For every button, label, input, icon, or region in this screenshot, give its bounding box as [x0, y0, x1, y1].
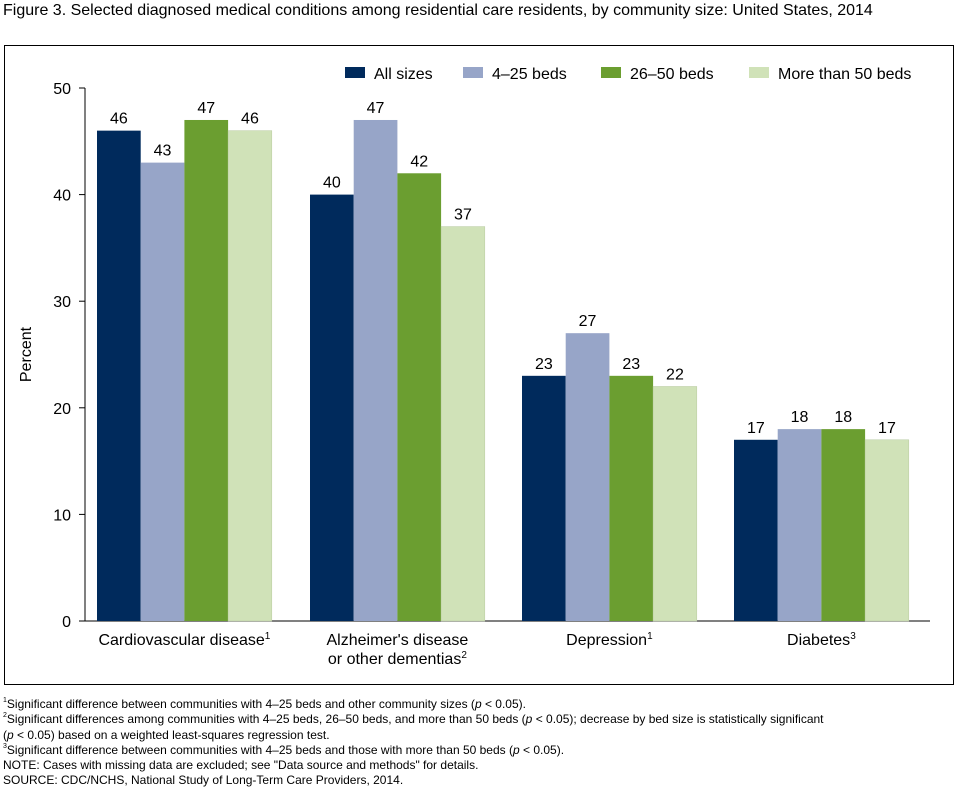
bar — [652, 386, 698, 622]
bar — [227, 130, 273, 622]
bar — [864, 439, 910, 622]
data-label: 37 — [454, 207, 472, 224]
data-label: 22 — [666, 366, 684, 383]
footnote-marker: 1 — [265, 631, 271, 642]
bar — [609, 375, 654, 621]
legend-label: All sizes — [374, 66, 433, 83]
legend-swatch — [345, 67, 365, 78]
category-label: Alzheimer's disease — [327, 632, 469, 649]
bar — [97, 130, 141, 621]
y-tick-label: 40 — [53, 188, 71, 205]
data-label: 17 — [747, 420, 765, 437]
y-tick-label: 0 — [62, 614, 71, 631]
y-tick-label: 10 — [53, 507, 71, 524]
data-label: 27 — [579, 313, 597, 330]
legend-label: 26–50 beds — [630, 66, 714, 83]
footnote: 2Significant differences among communiti… — [3, 712, 824, 727]
y-tick-label: 30 — [53, 294, 71, 311]
category-label: Depression1 — [566, 631, 653, 649]
data-label: 23 — [535, 356, 553, 373]
legend-swatch — [749, 67, 769, 78]
data-label: 46 — [241, 111, 259, 128]
bar — [777, 429, 822, 621]
footnote: NOTE: Cases with missing data are exclud… — [3, 758, 479, 773]
legend-swatch — [601, 67, 621, 78]
bar — [353, 119, 398, 621]
data-label: 18 — [834, 409, 852, 426]
bar — [184, 119, 229, 621]
footnote-marker: 1 — [647, 631, 653, 642]
bar — [397, 173, 442, 621]
data-label: 47 — [197, 100, 215, 117]
category-label: Cardiovascular disease1 — [98, 631, 270, 649]
category-label: or other dementias2 — [328, 650, 467, 668]
bar — [522, 375, 566, 621]
footnote: SOURCE: CDC/NCHS, National Study of Long… — [3, 773, 404, 788]
bar — [821, 429, 866, 621]
data-label: 18 — [791, 409, 809, 426]
data-label: 47 — [367, 100, 385, 117]
y-axis-label: Percent — [18, 326, 35, 382]
y-tick-label: 20 — [53, 401, 71, 418]
bar — [140, 162, 185, 621]
chart-frame — [4, 45, 954, 685]
category-label: Diabetes3 — [787, 631, 856, 649]
footnote: 1Significant difference between communit… — [3, 697, 526, 711]
bar — [734, 439, 778, 621]
legend-label: 4–25 beds — [492, 66, 567, 83]
bar — [565, 333, 610, 621]
footnote-marker: 3 — [850, 631, 856, 642]
legend-label: More than 50 beds — [778, 66, 911, 83]
data-label: 23 — [622, 356, 640, 373]
bar — [310, 194, 354, 621]
data-label: 40 — [323, 175, 341, 192]
footnotes: 1Significant difference between communit… — [3, 697, 953, 789]
chart-title: Figure 3. Selected diagnosed medical con… — [3, 2, 873, 19]
bar — [440, 226, 486, 622]
footnote-marker: 2 — [461, 650, 467, 661]
footnote: 3Significant difference between communit… — [3, 742, 565, 757]
data-label: 42 — [410, 153, 428, 170]
y-tick-label: 50 — [53, 81, 71, 98]
data-label: 43 — [154, 143, 172, 160]
legend-swatch — [463, 67, 483, 78]
footnote: (p < 0.05) based on a weighted least-squ… — [3, 727, 330, 742]
data-label: 46 — [110, 111, 128, 128]
data-label: 17 — [878, 420, 896, 437]
